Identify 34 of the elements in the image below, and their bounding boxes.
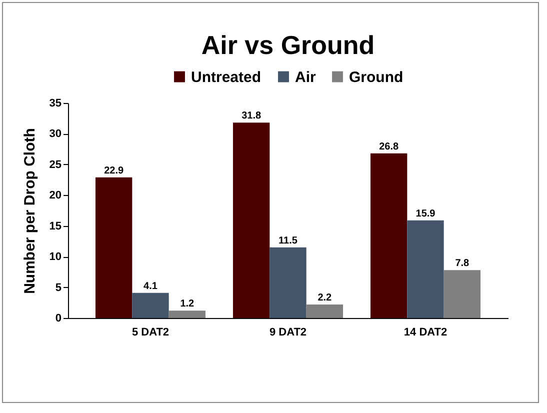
legend-label: Untreated	[191, 68, 262, 86]
y-tick-label: 35	[49, 98, 62, 110]
y-tick-label: 5	[55, 282, 62, 294]
bar	[444, 270, 480, 318]
data-label: 4.1	[144, 280, 158, 292]
data-label: 15.9	[416, 208, 436, 220]
bar	[96, 177, 132, 318]
bar	[370, 153, 408, 318]
y-tick-label: 30	[49, 128, 62, 140]
bar	[132, 292, 169, 318]
data-label: 2.2	[318, 292, 332, 304]
data-label: 1.2	[180, 298, 195, 310]
bar	[270, 247, 306, 318]
x-tick-label: 5 DAT2	[132, 326, 170, 338]
y-tick-label: 20	[49, 190, 62, 202]
data-label: 22.9	[104, 165, 124, 176]
bar	[233, 122, 270, 318]
y-axis-title: Number per Drop Cloth	[21, 128, 38, 294]
bar	[168, 310, 206, 318]
data-label: 7.8	[455, 258, 470, 270]
y-tick-label: 10	[49, 251, 62, 264]
bar	[306, 304, 343, 318]
data-label: 11.5	[278, 235, 298, 246]
x-tick-label: 9 DAT2	[269, 326, 307, 338]
chart-title: Air vs Ground	[201, 30, 375, 60]
y-tick-label: 25	[49, 158, 62, 171]
bar	[407, 220, 444, 318]
y-tick-label: 15	[49, 220, 62, 232]
legend-label: Ground	[349, 68, 404, 86]
y-tick-label: 0	[55, 312, 62, 324]
data-label: 31.8	[242, 110, 262, 122]
x-tick-label: 14 DAT2	[404, 326, 448, 338]
data-label: 26.8	[379, 141, 399, 152]
legend-label: Air	[295, 68, 316, 86]
